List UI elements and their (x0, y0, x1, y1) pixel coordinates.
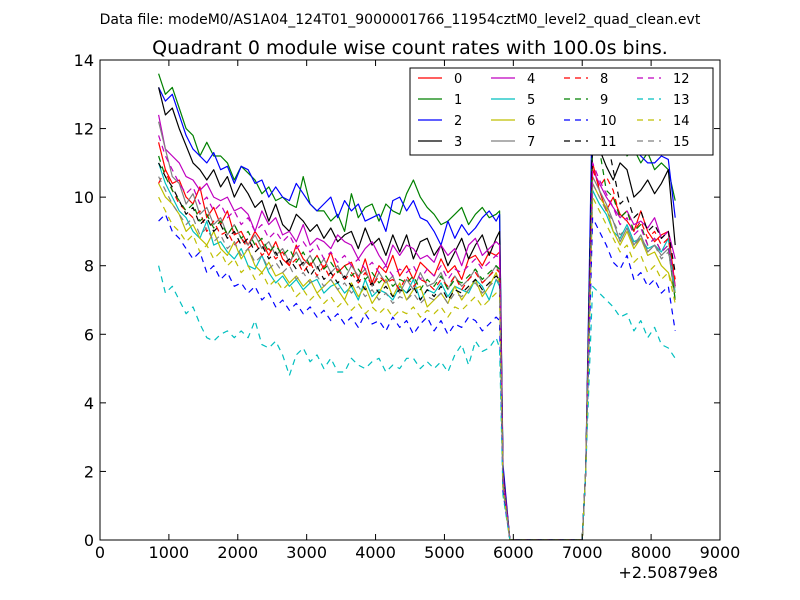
y-tick-label: 6 (84, 325, 94, 344)
y-tick-label: 2 (84, 462, 94, 481)
series-line-11 (158, 128, 676, 540)
x-tick-label: 0 (95, 543, 105, 562)
legend-label-6: 6 (527, 114, 535, 129)
y-tick-label: 0 (84, 531, 94, 550)
x-tick-label: 1000 (149, 543, 190, 562)
x-axis: 0 1000 2000 3000 4000 5000 6000 7000 8000 9000 (95, 60, 740, 562)
series-line-12 (158, 135, 676, 540)
legend-label-2: 2 (454, 114, 462, 129)
x-tick-label: 5000 (424, 543, 465, 562)
legend-frame (409, 67, 714, 156)
legend-label-13: 13 (673, 93, 690, 108)
legend-label-8: 8 (600, 72, 608, 87)
x-offset-label: +2.50879e8 (618, 563, 718, 582)
series-layer (158, 73, 676, 540)
plot-frame (99, 59, 721, 541)
legend-label-15: 15 (673, 135, 690, 150)
x-tick-label: 3000 (286, 543, 327, 562)
chart-title: Quadrant 0 module wise count rates with … (152, 37, 668, 59)
legend-label-10: 10 (600, 114, 617, 129)
series-line-8 (158, 169, 676, 540)
legend-label-3: 3 (454, 135, 462, 150)
series-line-15 (158, 176, 676, 540)
x-tick-label: 4000 (355, 543, 396, 562)
legend-label-0: 0 (454, 72, 462, 87)
legend-label-11: 11 (600, 135, 617, 150)
x-tick-label: 9000 (700, 543, 741, 562)
series-line-9 (158, 128, 676, 540)
series-line-14 (158, 196, 676, 540)
y-tick-label: 12 (74, 120, 94, 139)
series-line-13 (158, 265, 676, 540)
legend-label-14: 14 (673, 114, 690, 129)
y-tick-label: 10 (74, 188, 94, 207)
series-line-5 (158, 162, 676, 540)
x-tick-label: 8000 (631, 543, 672, 562)
x-tick-label: 2000 (217, 543, 258, 562)
legend-label-4: 4 (527, 72, 535, 87)
series-line-0 (158, 142, 676, 540)
series-line-6 (158, 182, 676, 540)
legend-label-5: 5 (527, 93, 535, 108)
legend-label-7: 7 (527, 135, 535, 150)
legend-label-1: 1 (454, 93, 462, 108)
legend-label-12: 12 (673, 72, 690, 87)
chart-suptitle: Data file: modeM0/AS1A04_124T01_90000017… (100, 12, 701, 28)
x-tick-label: 6000 (493, 543, 534, 562)
y-tick-label: 8 (84, 257, 94, 276)
legend-label-9: 9 (600, 93, 608, 108)
y-tick-label: 4 (84, 394, 94, 413)
y-tick-label: 14 (74, 51, 94, 70)
x-tick-label: 7000 (562, 543, 603, 562)
